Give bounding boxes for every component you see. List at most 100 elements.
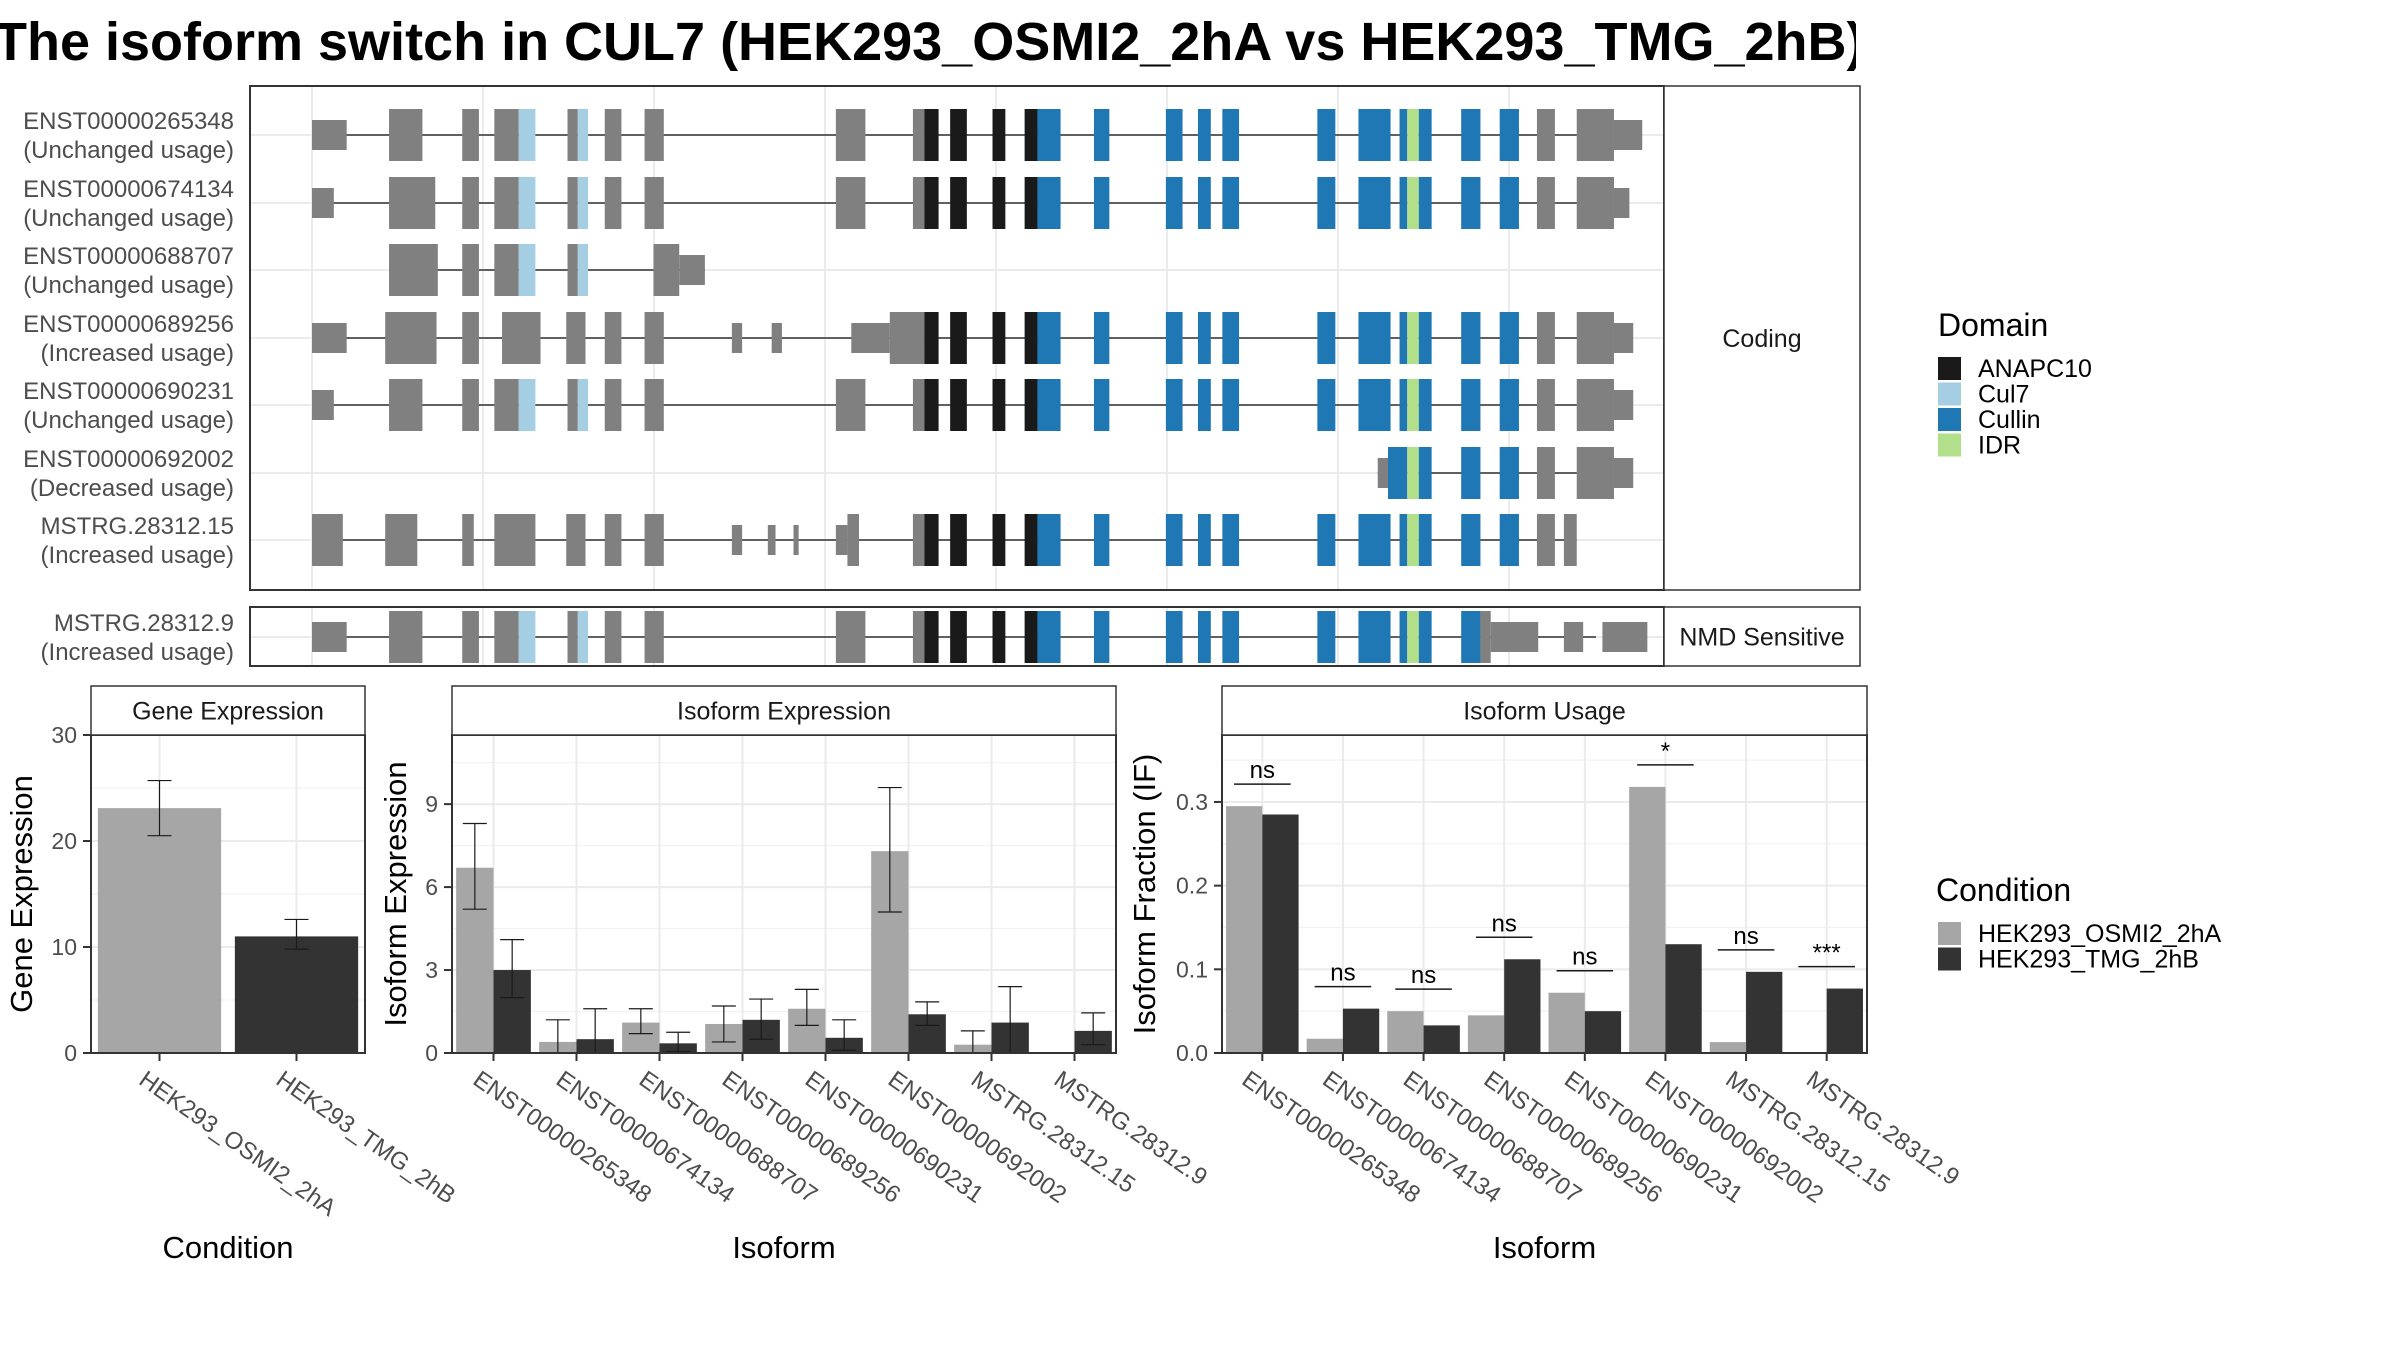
domain-ANAPC10 [950, 109, 967, 161]
domain-Cullin [1037, 177, 1061, 229]
domain-ANAPC10 [992, 109, 1006, 161]
exon [644, 379, 664, 431]
y-tick-label: 0.3 [1176, 789, 1208, 815]
transcript-usage-label: (Increased usage) [41, 639, 234, 666]
panel-title: Gene Expression [132, 698, 324, 726]
facet-label: NMD Sensitive [1679, 624, 1844, 652]
exon [1536, 447, 1555, 499]
domain-Cullin [1165, 514, 1183, 566]
domain-Cullin [1399, 177, 1408, 229]
y-tick-label: 0 [425, 1040, 438, 1066]
domain-Cullin [1358, 514, 1391, 566]
domain-ANAPC10 [992, 514, 1006, 566]
transcript-ENST00000692002 [1377, 447, 1634, 499]
domain-Cullin [1197, 312, 1211, 364]
domain-Cullin [1461, 109, 1481, 161]
domain-Cullin [1317, 514, 1336, 566]
legend-swatch-condition [1938, 947, 1961, 971]
domain-ANAPC10 [1024, 379, 1038, 431]
exon [653, 244, 680, 296]
exon [1576, 312, 1614, 364]
transcript-ENST00000674134 [312, 177, 1630, 229]
legend-label: Cullin [1978, 406, 2041, 434]
y-tick-label: 30 [51, 722, 77, 748]
domain-Cullin [1093, 514, 1110, 566]
exon [889, 312, 925, 364]
domain-Cullin [1222, 312, 1240, 364]
bar [1387, 1011, 1424, 1053]
significance-label: ns [1572, 944, 1597, 971]
y-tick-label: 0 [64, 1040, 77, 1066]
significance-label: *** [1813, 940, 1841, 967]
domain-Cullin [1418, 379, 1432, 431]
transcript-structure-plot: ENST00000265348(Unchanged usage)ENST0000… [23, 85, 1861, 667]
y-axis-label: Gene Expression [4, 775, 39, 1013]
domain-Cullin [1418, 109, 1432, 161]
domain-Cullin [1197, 611, 1211, 663]
domain-Cullin [1461, 447, 1481, 499]
domain-Cullin [1499, 514, 1519, 566]
facet-strip [451, 685, 1117, 736]
exon [604, 177, 622, 229]
bar [1262, 814, 1299, 1053]
domain-Cul7 [577, 244, 589, 296]
exon [912, 379, 925, 431]
exon [1613, 323, 1634, 353]
domain-Cullin [1222, 109, 1240, 161]
y-axis-label: Isoform Expression [378, 761, 413, 1026]
domain-IDR [1407, 379, 1419, 431]
domain-Cullin [1165, 611, 1183, 663]
exon [502, 312, 541, 364]
exon [851, 323, 890, 353]
exon [644, 514, 664, 566]
domain-Cullin [1418, 447, 1432, 499]
domain-IDR [1407, 312, 1419, 364]
figure-title: The isoform switch in CUL7 (HEK293_OSMI2… [0, 12, 1856, 72]
transcript-ENST00000690231 [312, 379, 1634, 431]
transcript-id-label: ENST00000692002 [23, 446, 234, 473]
domain-ANAPC10 [992, 611, 1006, 663]
exon [604, 109, 622, 161]
domain-ANAPC10 [950, 514, 967, 566]
exon [567, 109, 578, 161]
exon [312, 188, 334, 218]
domain-Cullin [1093, 611, 1110, 663]
domain-Cullin [1093, 177, 1110, 229]
domain-Cul7 [577, 177, 589, 229]
bar [1467, 1015, 1505, 1053]
exon [1563, 514, 1577, 566]
domain-Cullin [1461, 611, 1481, 663]
domain-ANAPC10 [1024, 611, 1038, 663]
exon [835, 379, 866, 431]
exon [462, 177, 479, 229]
exon [835, 611, 866, 663]
domain-Cul7 [518, 244, 536, 296]
exon [912, 177, 925, 229]
domain-Cullin [1093, 379, 1110, 431]
domain-Cullin [1165, 109, 1183, 161]
transcript-usage-label: (Unchanged usage) [23, 205, 234, 232]
exon [604, 379, 622, 431]
transcript-id-label: ENST00000674134 [23, 176, 234, 203]
domain-IDR [1407, 514, 1419, 566]
domain-Cullin [1037, 514, 1061, 566]
transcript-usage-label: (Unchanged usage) [23, 407, 234, 434]
domain-Cullin [1317, 379, 1336, 431]
transcript-ENST00000265348 [312, 109, 1643, 161]
exon [1536, 109, 1555, 161]
y-tick-label: 0.2 [1176, 873, 1208, 899]
exon [1490, 622, 1539, 652]
exon [767, 525, 776, 555]
domain-Cullin [1461, 312, 1481, 364]
exon [1576, 177, 1614, 229]
exon [494, 244, 519, 296]
exon [462, 611, 479, 663]
exon [644, 611, 664, 663]
bar [1342, 1008, 1380, 1053]
bar [1746, 971, 1783, 1053]
legend-label: HEK293_OSMI2_2hA [1978, 920, 2222, 948]
bar [1629, 786, 1666, 1053]
bar [1665, 944, 1702, 1053]
domain-Cullin [1197, 514, 1211, 566]
